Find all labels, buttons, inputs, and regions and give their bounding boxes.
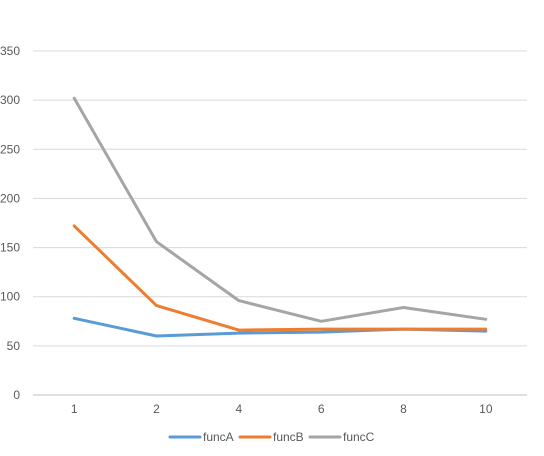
series-line-funcC (72, 96, 488, 323)
y-tick-label: 100 (0, 290, 20, 304)
x-tick-label: 10 (479, 402, 493, 416)
x-tick-label: 6 (318, 402, 325, 416)
x-tick-label: 2 (153, 402, 160, 416)
y-tick-label: 350 (0, 44, 20, 58)
series-line-funcB (72, 224, 488, 332)
series-lines (72, 96, 488, 338)
legend-label-funcB: funcB (273, 430, 304, 444)
y-tick-label: 300 (0, 93, 20, 107)
y-tick-label: 250 (0, 142, 20, 156)
x-tick-label: 4 (235, 402, 242, 416)
y-tick-label: 200 (0, 191, 20, 205)
x-tick-label: 8 (400, 402, 407, 416)
series-line-funcA (72, 316, 488, 338)
y-axis-tick-labels: 0 50 100 150 200 250 300 350 (0, 44, 20, 402)
y-tick-label: 0 (13, 388, 20, 402)
gridlines (33, 50, 527, 396)
legend-label-funcC: funcC (343, 430, 375, 444)
y-tick-label: 50 (7, 339, 21, 353)
y-tick-label: 150 (0, 241, 20, 255)
legend-label-funcA: funcA (203, 430, 234, 444)
x-axis-tick-labels: 1 2 4 6 8 10 (71, 402, 493, 416)
x-tick-label: 1 (71, 402, 78, 416)
legend: funcA funcB funcC (168, 430, 375, 444)
